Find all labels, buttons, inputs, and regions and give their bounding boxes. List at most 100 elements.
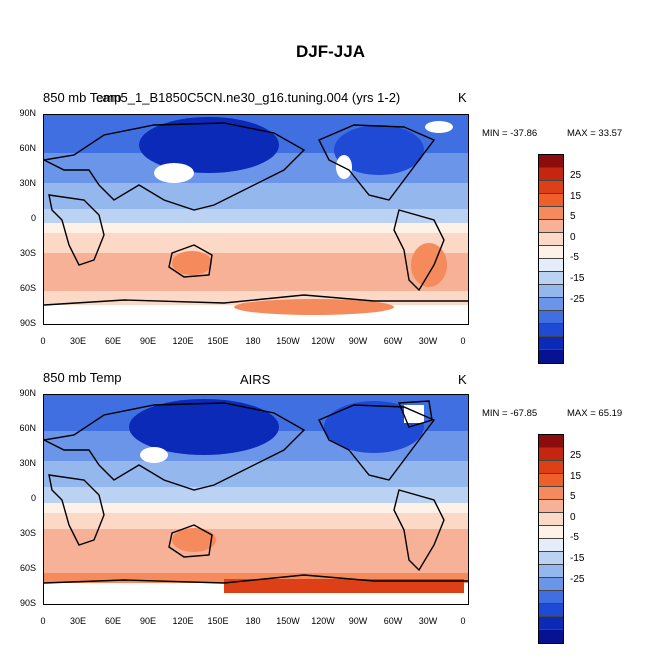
colorbar-label: -15 bbox=[570, 553, 585, 564]
map-band-n4 bbox=[44, 487, 468, 503]
lon-tick-label: 180 bbox=[245, 616, 261, 626]
coast-greenland bbox=[397, 400, 433, 428]
max-value: MAX = 65.19 bbox=[567, 408, 623, 419]
colorbar-segment bbox=[539, 350, 563, 363]
lat-tick-label: 90N bbox=[19, 108, 36, 118]
coast-north-america bbox=[318, 124, 436, 201]
map-band-s2 bbox=[44, 529, 468, 573]
lat-tick-label: 60N bbox=[19, 423, 36, 433]
panel-units-label: K bbox=[458, 90, 467, 105]
lon-tick-label: 60E bbox=[104, 336, 121, 346]
colorbar-segment bbox=[539, 181, 563, 194]
lat-tick-label: 30N bbox=[19, 458, 36, 468]
lon-tick-label: 120W bbox=[311, 336, 335, 346]
map-asia-cold bbox=[139, 117, 279, 173]
lat-tick-label: 60N bbox=[19, 143, 36, 153]
coast-antarctica bbox=[44, 294, 468, 306]
coast-eurasia bbox=[44, 402, 306, 491]
colorbar-segment bbox=[539, 513, 563, 526]
colorbar-segment bbox=[539, 311, 563, 324]
colorbar-label: 0 bbox=[570, 232, 576, 243]
map-greenland-missing bbox=[425, 121, 453, 133]
colorbar-label: -5 bbox=[570, 252, 579, 263]
panel-case-label: cam5_1_B1850C5CN.ne30_g16.tuning.004 (yr… bbox=[96, 90, 401, 105]
coast-north-america bbox=[318, 404, 436, 481]
colorbar-segment bbox=[539, 565, 563, 578]
temperature-difference-map bbox=[43, 394, 469, 605]
lon-tick-label: 0 bbox=[40, 616, 46, 626]
map-tibet-missing bbox=[154, 163, 194, 183]
colorbar-segment bbox=[539, 285, 563, 298]
map-band-n3 bbox=[44, 461, 468, 487]
map-antarctic-warm bbox=[234, 299, 394, 315]
colorbar-segment bbox=[539, 630, 563, 643]
colorbar-label: -15 bbox=[570, 273, 585, 284]
lon-tick-label: 0 bbox=[460, 336, 466, 346]
lat-tick-label: 30N bbox=[19, 178, 36, 188]
lon-tick-label: 60W bbox=[383, 336, 403, 346]
lon-tick-label: 120E bbox=[172, 616, 194, 626]
page-title: DJF-JJA bbox=[296, 42, 365, 61]
colorbar-segment bbox=[539, 539, 563, 552]
coast-south-america bbox=[393, 489, 445, 572]
map-band-s1 bbox=[44, 513, 468, 529]
lon-tick-label: 30W bbox=[418, 336, 438, 346]
map-sa-warm bbox=[411, 243, 447, 287]
min-value: MIN = -67.85 bbox=[482, 408, 538, 419]
coast-south-america bbox=[393, 209, 445, 292]
colorbar-label: 15 bbox=[570, 471, 582, 482]
colorbar-segment bbox=[539, 526, 563, 539]
lon-tick-label: 180 bbox=[245, 336, 261, 346]
lat-tick-label: 90S bbox=[19, 598, 36, 608]
lat-tick-label: 0 bbox=[30, 493, 36, 503]
coast-australia bbox=[168, 244, 213, 278]
lon-tick-label: 120E bbox=[172, 336, 194, 346]
panel-variable-label: 850 mb Temp bbox=[43, 370, 122, 385]
min-value: MIN = -37.86 bbox=[482, 128, 538, 139]
colorbar-label: -25 bbox=[570, 294, 585, 305]
lat-tick-label: 30S bbox=[19, 528, 36, 538]
colorbar-segment bbox=[539, 207, 563, 220]
coast-africa bbox=[48, 474, 105, 546]
map-australia-warm bbox=[172, 528, 216, 552]
colorbar-segment bbox=[539, 324, 563, 337]
colorbar-segment bbox=[539, 474, 563, 487]
colorbar-segment bbox=[539, 259, 563, 272]
colorbar-label: 5 bbox=[570, 491, 576, 502]
colorbar-segment bbox=[539, 194, 563, 207]
map-band-n3 bbox=[44, 183, 468, 209]
lon-tick-label: 60E bbox=[104, 616, 121, 626]
colorbar bbox=[538, 434, 564, 644]
lon-tick-label: 90E bbox=[139, 336, 156, 346]
obs-panel: 850 mb Temp AIRS K bbox=[0, 360, 661, 660]
lon-tick-label: 90E bbox=[139, 616, 156, 626]
lon-tick-label: 150E bbox=[207, 336, 229, 346]
coast-eurasia bbox=[44, 122, 306, 211]
colorbar-segment bbox=[539, 233, 563, 246]
map-asia-cold bbox=[129, 399, 279, 455]
lon-tick-label: 90W bbox=[348, 616, 368, 626]
lon-tick-label: 0 bbox=[460, 616, 466, 626]
lon-tick-label: 150W bbox=[276, 616, 300, 626]
colorbar-segment bbox=[539, 272, 563, 285]
lat-tick-label: 60S bbox=[19, 283, 36, 293]
lon-tick-label: 120W bbox=[311, 616, 335, 626]
colorbar bbox=[538, 154, 564, 364]
colorbar-segment bbox=[539, 435, 563, 448]
coast-australia bbox=[168, 524, 213, 558]
lat-tick-label: 30S bbox=[19, 248, 36, 258]
map-na-cold bbox=[334, 125, 424, 175]
map-svg bbox=[44, 115, 468, 324]
lat-tick-label: 60S bbox=[19, 563, 36, 573]
colorbar-segment bbox=[539, 487, 563, 500]
lat-tick-label: 0 bbox=[30, 213, 36, 223]
colorbar-segment bbox=[539, 461, 563, 474]
lon-tick-label: 60W bbox=[383, 616, 403, 626]
lon-tick-label: 30E bbox=[69, 616, 86, 626]
colorbar-label: 5 bbox=[570, 211, 576, 222]
lat-tick-label: 90N bbox=[19, 388, 36, 398]
colorbar-segment bbox=[539, 617, 563, 630]
colorbar-segment bbox=[539, 448, 563, 461]
lon-tick-label: 90W bbox=[348, 336, 368, 346]
colorbar-segment bbox=[539, 552, 563, 565]
